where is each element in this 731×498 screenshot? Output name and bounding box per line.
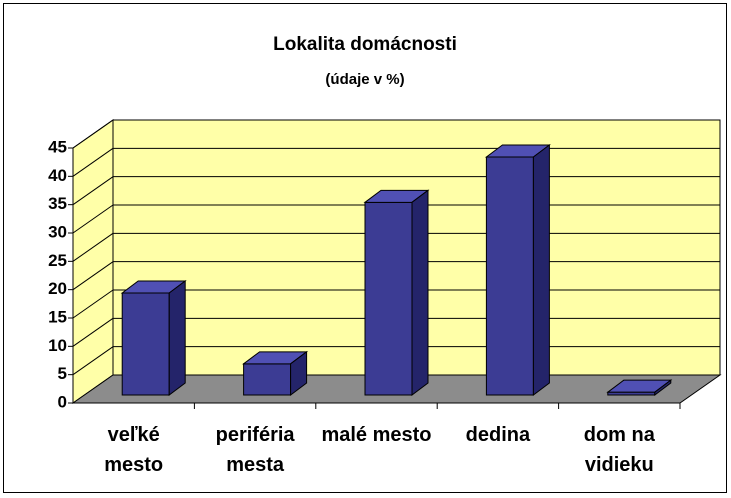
x-tick-label: dedina [465, 424, 531, 446]
grid-line [72, 261, 114, 291]
grid-line [72, 204, 114, 234]
bar-side [168, 280, 186, 396]
y-tick-label: 15 [48, 307, 67, 326]
x-tick-label: malé mesto [321, 424, 432, 446]
grid-line [72, 289, 114, 319]
grid-line [72, 317, 114, 347]
bar-side [654, 379, 672, 396]
chart-subtitle: (údaje v %) [325, 71, 404, 88]
bar [243, 363, 292, 396]
x-tick-label: periféria mesta [215, 424, 295, 476]
y-tick-label: 0 [58, 392, 67, 411]
bar-side [290, 350, 308, 396]
bar [485, 156, 534, 396]
bar-side [411, 189, 429, 396]
y-tick-label: 45 [48, 137, 67, 156]
y-tick-label: 35 [48, 194, 67, 213]
bar [121, 292, 170, 396]
y-tick-label: 20 [48, 279, 67, 298]
bar-side [532, 144, 550, 396]
x-tick-label: dom na vidieku [583, 424, 655, 476]
chart-title: Lokalita domácnosti [273, 34, 457, 55]
y-tick-label: 10 [48, 336, 67, 355]
x-tick-label: veľké mesto [104, 424, 164, 476]
grid-line [72, 119, 114, 149]
grid-line [72, 176, 114, 206]
grid-line [72, 147, 114, 177]
grid-line [72, 346, 114, 376]
y-tick-label: 25 [48, 251, 67, 270]
grid-line [72, 232, 114, 262]
y-tick-label: 5 [58, 364, 67, 383]
y-tick-label: 40 [48, 166, 67, 185]
bar [364, 201, 413, 396]
y-tick-label: 30 [48, 222, 67, 241]
